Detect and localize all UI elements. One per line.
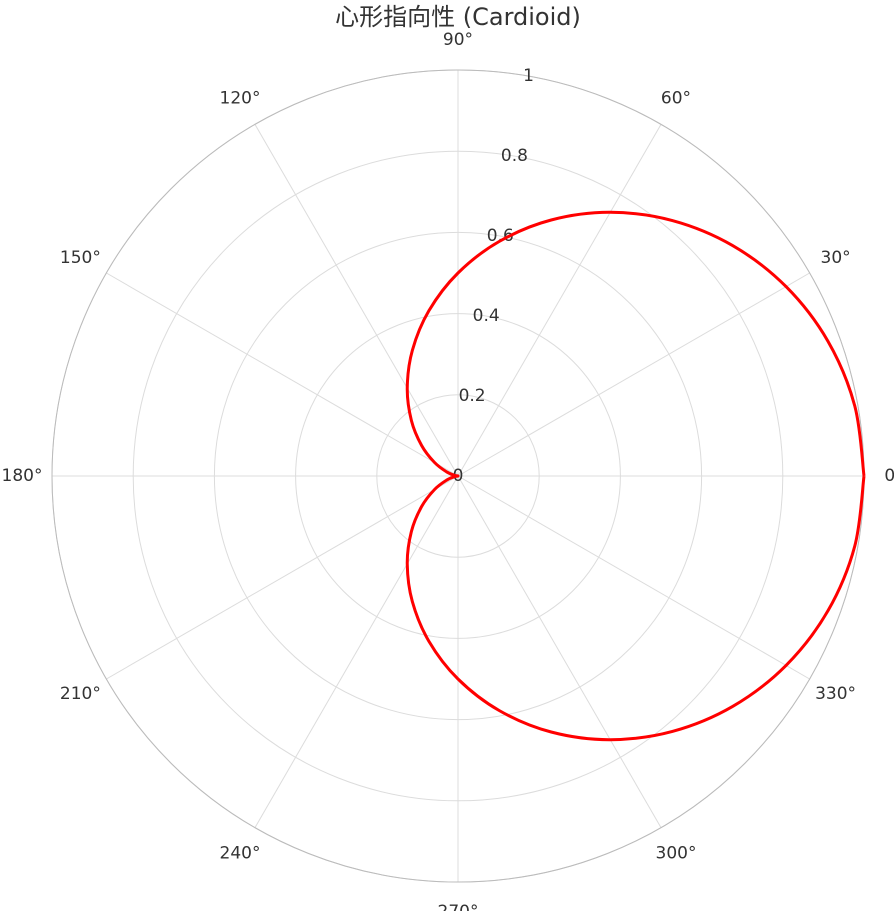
r-tick-label: 0.6	[487, 226, 514, 246]
grid-spoke	[457, 475, 810, 680]
theta-tick-label: 150°	[60, 248, 101, 268]
theta-tick-label: 0°	[884, 466, 894, 486]
chart-title: 心形指向性 (Cardioid)	[335, 3, 581, 31]
grid-spoke	[254, 124, 459, 477]
grid-spoke	[106, 475, 459, 680]
r-tick-label: 0.4	[473, 306, 500, 326]
r-tick-label: 0.8	[501, 146, 528, 166]
r-tick-label: 0.2	[459, 386, 486, 406]
theta-tick-label: 240°	[220, 844, 261, 864]
theta-tick-label: 120°	[220, 88, 261, 108]
theta-tick-label: 330°	[815, 684, 856, 704]
theta-tick-label: 180°	[2, 466, 43, 486]
grid-spoke	[457, 272, 810, 477]
grid-spoke	[106, 272, 459, 477]
theta-tick-label: 90°	[443, 30, 473, 50]
theta-tick-label: 30°	[821, 248, 851, 268]
cardioid-line	[405, 210, 866, 742]
theta-tick-label: 210°	[60, 684, 101, 704]
grid-spoke	[254, 475, 459, 828]
r-tick-label: 1	[523, 66, 534, 86]
theta-tick-label: 300°	[656, 844, 697, 864]
theta-tick-label: 60°	[661, 88, 691, 108]
theta-tick-label: 270°	[438, 902, 479, 911]
grid-spoke	[457, 475, 662, 828]
grid-spoke	[457, 124, 662, 477]
